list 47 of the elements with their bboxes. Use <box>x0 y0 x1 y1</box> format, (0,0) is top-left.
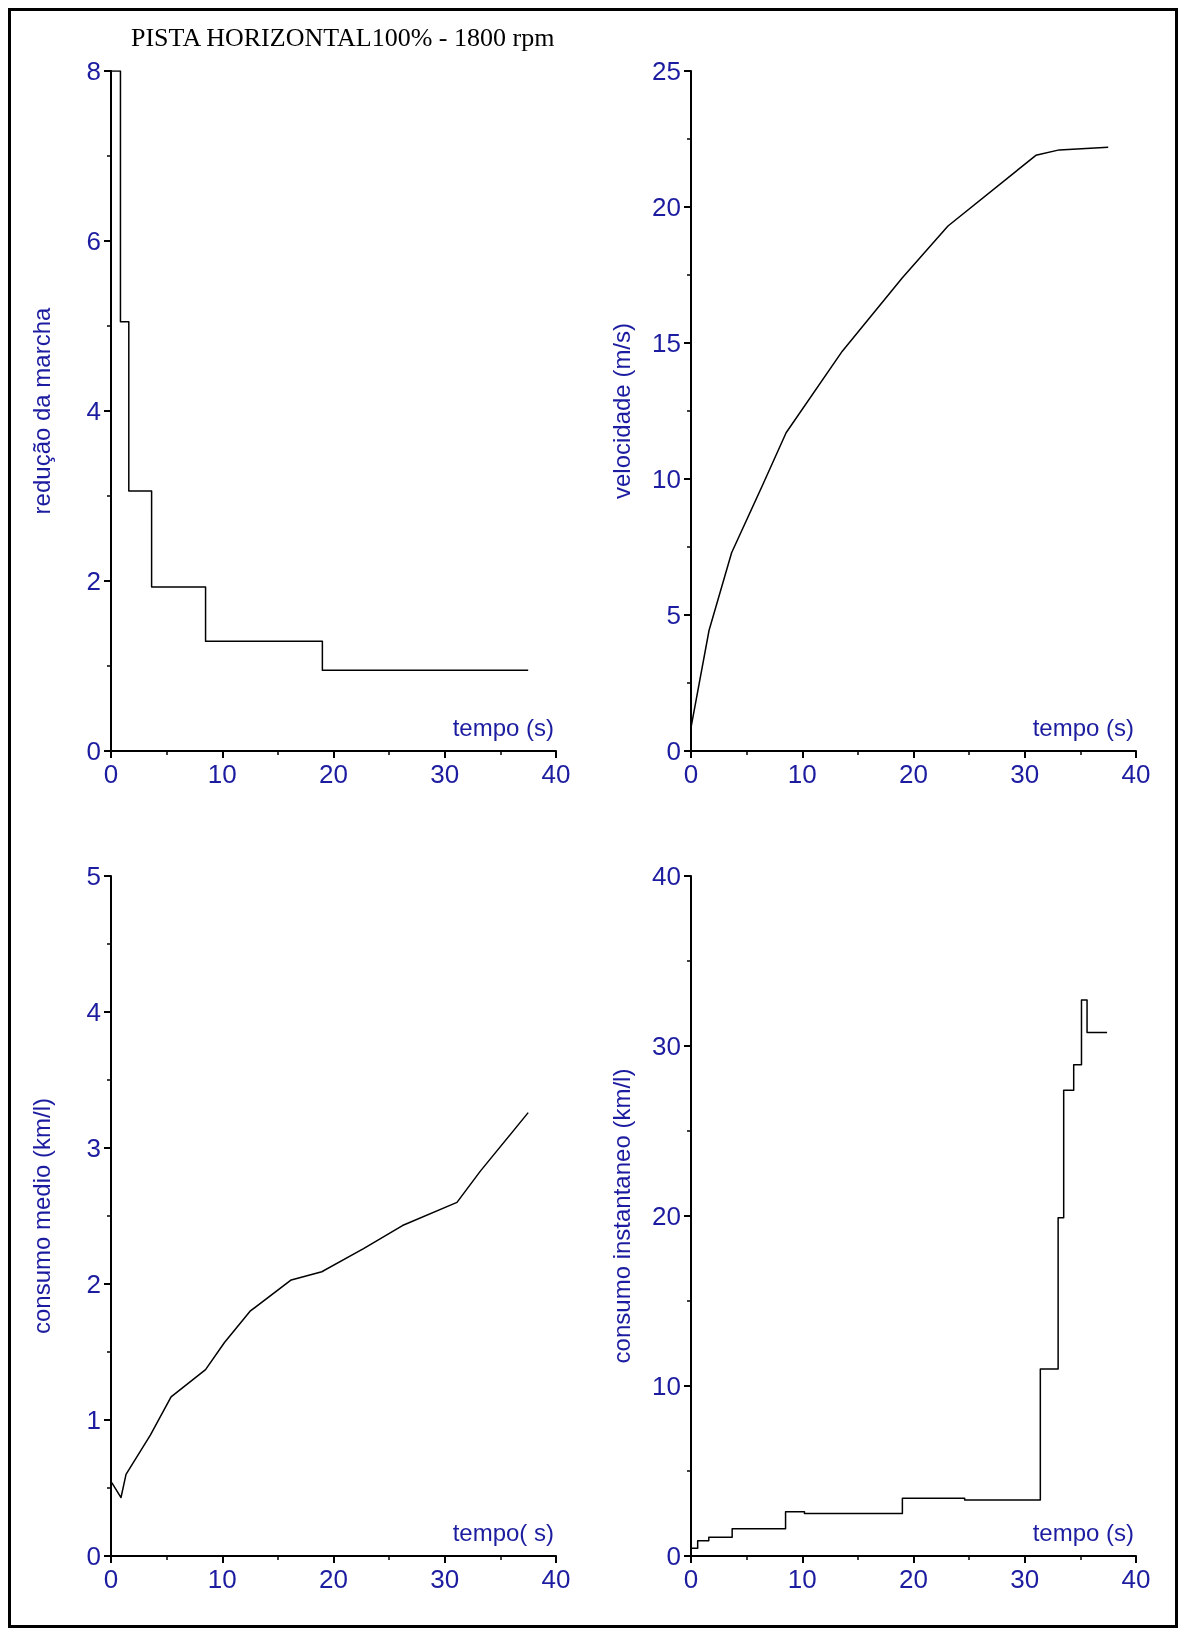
x-tick-label: 40 <box>1121 1564 1151 1594</box>
x-axis-title: tempo (s) <box>1032 713 1134 741</box>
x-tick-label: 30 <box>430 1564 460 1594</box>
x-tick-label: 20 <box>899 759 928 789</box>
y-tick-label: 25 <box>652 56 681 86</box>
y-tick-label: 20 <box>652 1201 681 1231</box>
y-tick-label: 1 <box>86 1405 101 1435</box>
y-axis-title: redução da marcha <box>27 306 55 515</box>
y-tick-label: 2 <box>86 1269 101 1299</box>
y-tick-label: 6 <box>86 226 101 256</box>
y-tick-label: 30 <box>652 1031 681 1061</box>
y-tick-label: 10 <box>652 464 681 494</box>
y-tick-label: 3 <box>86 1133 101 1163</box>
x-tick-label: 10 <box>207 759 237 789</box>
x-tick-label: 10 <box>787 759 817 789</box>
chart-title: PISTA HORIZONTAL100% - 1800 rpm <box>131 22 555 52</box>
x-tick-label: 20 <box>899 1564 928 1594</box>
y-tick-label: 5 <box>86 861 101 891</box>
x-tick-label: 40 <box>1121 759 1151 789</box>
y-tick-label: 2 <box>86 566 101 596</box>
x-tick-label: 40 <box>541 759 571 789</box>
y-tick-label: 20 <box>652 192 681 222</box>
y-tick-label: 0 <box>666 736 681 766</box>
y-tick-label: 8 <box>86 56 101 86</box>
y-tick-label: 15 <box>652 328 681 358</box>
y-axis-title: velocidade (m/s) <box>607 322 635 500</box>
x-axis-title: tempo (s) <box>1032 1518 1134 1546</box>
x-tick-label: 30 <box>1010 759 1040 789</box>
x-tick-label: 20 <box>319 1564 348 1594</box>
y-tick-label: 0 <box>86 1541 101 1571</box>
y-tick-label: 4 <box>86 396 101 426</box>
y-tick-label: 5 <box>666 600 681 630</box>
x-tick-label: 10 <box>787 1564 817 1594</box>
x-tick-label: 10 <box>207 1564 237 1594</box>
x-tick-label: 20 <box>319 759 348 789</box>
y-tick-label: 0 <box>666 1541 681 1571</box>
x-axis-title: tempo( s) <box>452 1518 554 1546</box>
x-tick-label: 40 <box>541 1564 571 1594</box>
x-tick-label: 30 <box>1010 1564 1040 1594</box>
y-tick-label: 10 <box>652 1371 681 1401</box>
x-axis-title: tempo (s) <box>452 713 554 741</box>
y-tick-label: 0 <box>86 736 101 766</box>
y-axis-title: consumo medio (km/l) <box>27 1097 55 1335</box>
y-axis-title: consumo instantaneo (km/l) <box>607 1068 635 1364</box>
y-tick-label: 40 <box>652 861 681 891</box>
y-tick-label: 4 <box>86 997 101 1027</box>
x-tick-label: 30 <box>430 759 460 789</box>
